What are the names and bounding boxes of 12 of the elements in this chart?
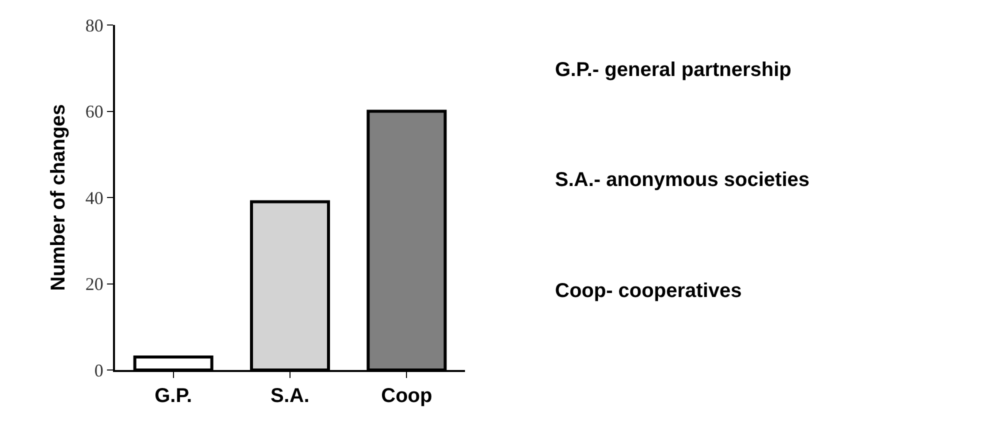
y-tick-label: 0 [94,360,104,380]
x-tick-label: Coop [381,385,432,407]
text: S.A.- anonymous societies [555,169,810,191]
text: G.P.- general partnership [555,59,792,81]
y-tick-label: 20 [85,274,104,294]
text: Coop- cooperatives [555,280,742,302]
x-tick-label: G.P. [154,385,192,407]
x-tick-label: S.A. [270,385,310,407]
y-tick-label: 80 [85,15,104,36]
y-tick-label: 40 [85,188,104,208]
y-axis-title: Number of changes [47,104,70,291]
y-tick-label: 60 [85,102,104,122]
